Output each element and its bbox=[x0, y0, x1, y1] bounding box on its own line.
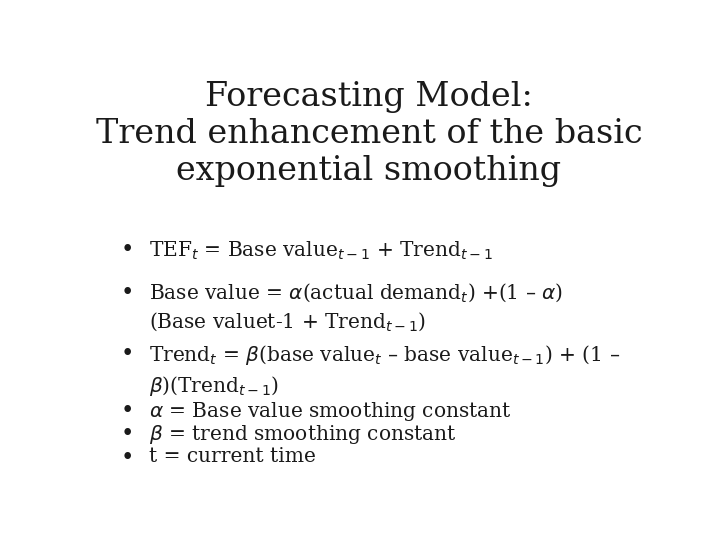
Text: •: • bbox=[121, 423, 134, 445]
Text: Forecasting Model:
Trend enhancement of the basic
exponential smoothing: Forecasting Model: Trend enhancement of … bbox=[96, 82, 642, 187]
Text: t = current time: t = current time bbox=[148, 447, 315, 465]
Text: •: • bbox=[121, 400, 134, 422]
Text: •: • bbox=[121, 343, 134, 366]
Text: Base value = $\alpha$(actual demand$_t$) +(1 – $\alpha$)
(Base valuet-1 + Trend$: Base value = $\alpha$(actual demand$_t$)… bbox=[148, 282, 563, 333]
Text: Trend$_t$ = $\beta$(base value$_t$ – base value$_{t-1}$) + (1 –
$\beta$)(Trend$_: Trend$_t$ = $\beta$(base value$_t$ – bas… bbox=[148, 343, 620, 397]
Text: •: • bbox=[121, 447, 134, 469]
Text: $\beta$ = trend smoothing constant: $\beta$ = trend smoothing constant bbox=[148, 423, 456, 446]
Text: $\alpha$ = Base value smoothing constant: $\alpha$ = Base value smoothing constant bbox=[148, 400, 511, 422]
Text: •: • bbox=[121, 239, 134, 261]
Text: •: • bbox=[121, 282, 134, 304]
Text: TEF$_t$ = Base value$_{t-1}$ + Trend$_{t-1}$: TEF$_t$ = Base value$_{t-1}$ + Trend$_{t… bbox=[148, 239, 492, 262]
